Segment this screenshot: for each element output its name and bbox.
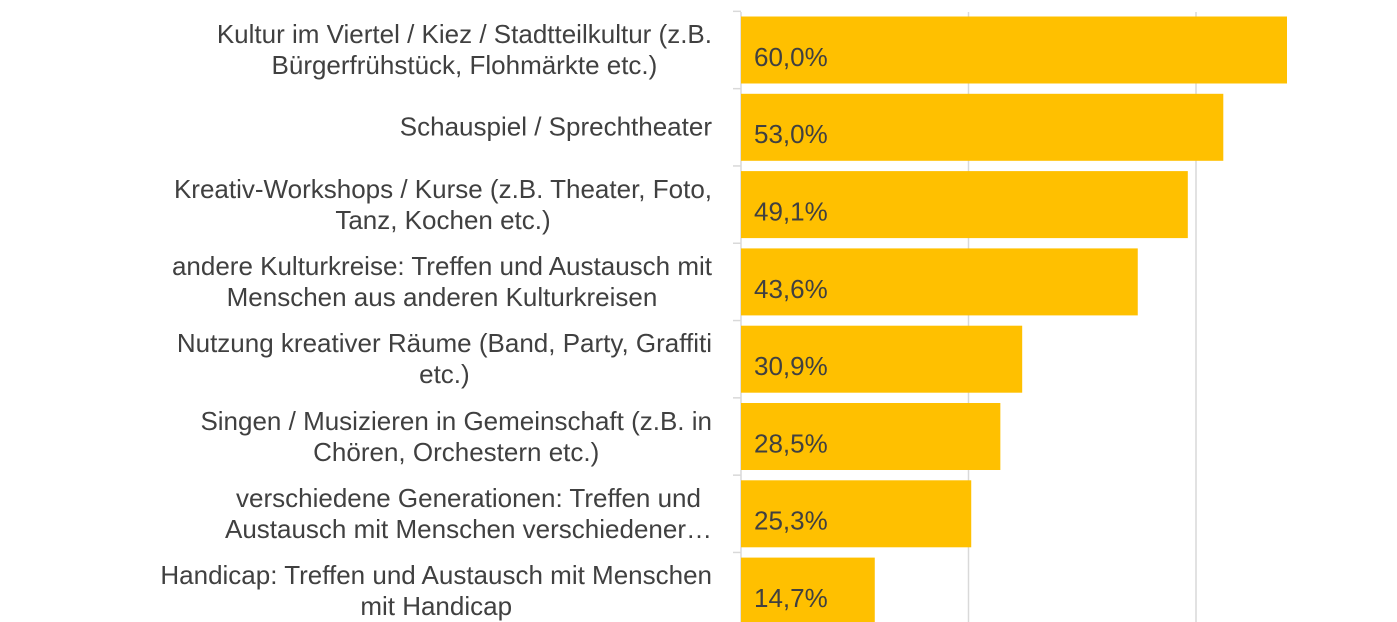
data-label: 60,0% <box>754 42 828 72</box>
data-label: 53,0% <box>754 119 828 149</box>
data-label: 25,3% <box>754 506 828 536</box>
category-label: andere Kulturkreise: Treffen und Austaus… <box>171 250 712 312</box>
bar <box>741 16 1287 84</box>
category-label-box: Singen / Musizieren in Gemeinschaft (z.B… <box>200 406 712 468</box>
bar <box>741 403 1001 470</box>
category-label-box: Nutzung kreativer Räume (Band, Party, Gr… <box>177 328 712 390</box>
bar <box>741 480 972 548</box>
data-label: 49,1% <box>754 196 828 226</box>
bar <box>741 93 1224 161</box>
category-label: Kultur im Viertel / Kiez / Stadtteilkult… <box>216 19 712 80</box>
bar <box>741 248 1138 316</box>
category-label: Kreativ-Workshops / Kurse (z.B. Theater,… <box>173 173 712 235</box>
category-label-box: Schauspiel / Sprechtheater <box>400 112 712 143</box>
category-label-box: verschiedene Generationen: Treffen und A… <box>225 483 712 545</box>
category-label: Handicap: Treffen und Austausch mit Mens… <box>160 560 712 622</box>
category-label-box: Kreativ-Workshops / Kurse (z.B. Theater,… <box>174 174 712 236</box>
bar <box>741 171 1188 239</box>
category-label: Schauspiel / Sprechtheater <box>399 111 712 142</box>
category-label: Singen / Musizieren in Gemeinschaft (z.B… <box>200 405 712 467</box>
category-label-box: andere Kulturkreise: Treffen und Austaus… <box>172 251 712 313</box>
data-label: 28,5% <box>754 428 828 458</box>
category-label: Nutzung kreativer Räume (Band, Party, Gr… <box>176 328 712 390</box>
bar <box>741 557 875 622</box>
data-label: 43,6% <box>754 274 828 304</box>
bar <box>741 325 1023 393</box>
category-label-box: Handicap: Treffen und Austausch mit Mens… <box>160 560 712 622</box>
data-label: 14,7% <box>754 583 828 613</box>
data-label: 30,9% <box>754 351 828 381</box>
category-label: verschiedene Generationen: Treffen und A… <box>224 482 712 544</box>
category-label-box: Kultur im Viertel / Kiez / Stadtteilkult… <box>217 19 712 81</box>
